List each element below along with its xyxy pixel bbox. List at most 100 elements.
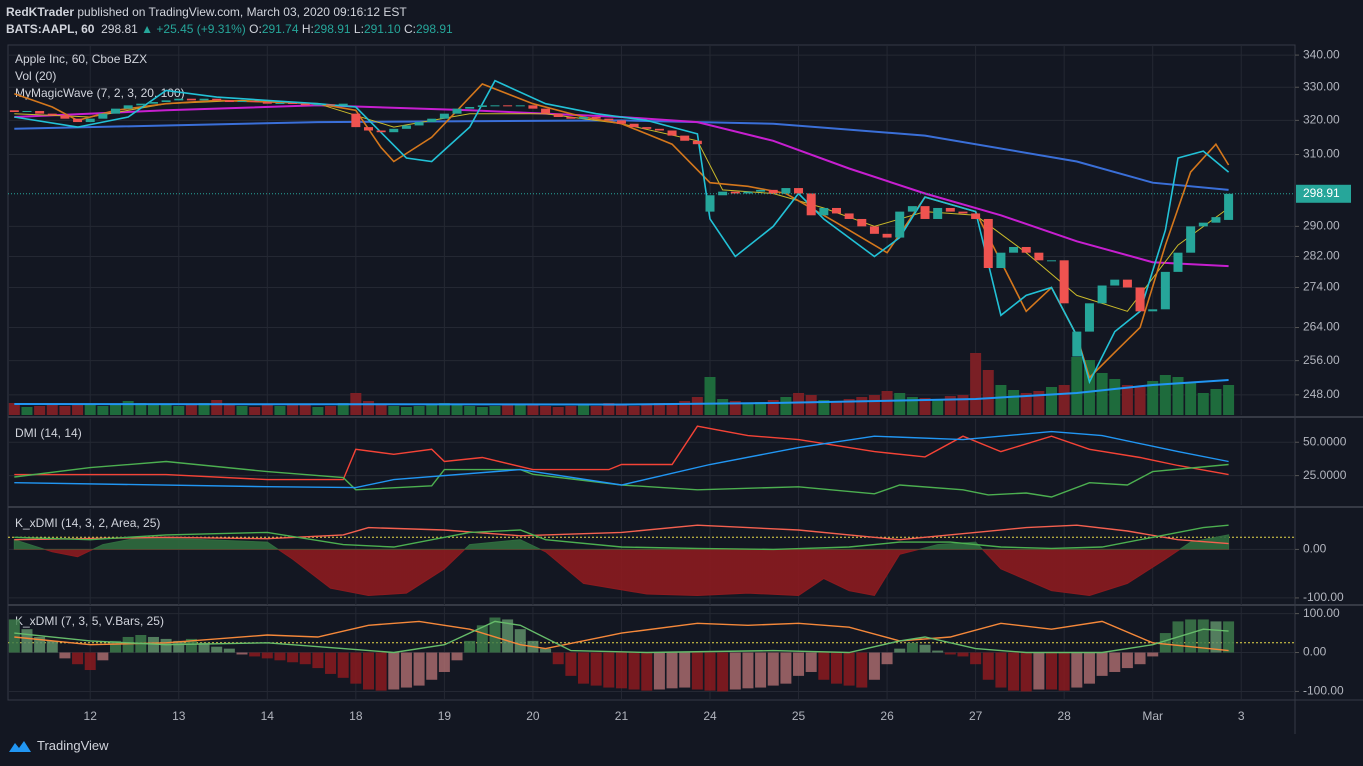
histogram-bar: [957, 652, 969, 657]
y-tick-label: 330.00: [1303, 79, 1340, 93]
candle-body: [515, 105, 525, 107]
symbol: BATS:AAPL, 60: [6, 22, 95, 36]
volume-bar: [287, 404, 299, 415]
histogram-bar: [514, 629, 526, 653]
volume-bar: [413, 406, 425, 415]
line-series: [14, 620, 1229, 654]
volume-bar: [185, 405, 197, 415]
volume-bar: [603, 403, 615, 415]
histogram-bar: [1008, 652, 1020, 691]
candle-body: [743, 191, 753, 194]
volume-bar: [426, 405, 438, 415]
histogram-bar: [603, 652, 615, 688]
volume-bar: [514, 404, 526, 415]
volume-bar: [590, 406, 602, 415]
volume-bar: [400, 407, 412, 415]
histogram-bar: [502, 619, 514, 653]
x-tick-label: 18: [349, 709, 363, 723]
histogram-bar: [413, 652, 425, 686]
arrow: ▲: [141, 22, 154, 36]
candle-body: [920, 206, 930, 219]
histogram-bar: [185, 638, 197, 653]
y-tick-label: 274.00: [1303, 280, 1340, 294]
histogram-bar: [856, 652, 868, 688]
histogram-bar: [805, 652, 817, 672]
volume-bar: [755, 402, 767, 415]
volume-bar: [793, 393, 805, 415]
volume-bar: [780, 397, 792, 415]
y-tick-label: 248.00: [1303, 387, 1340, 401]
volume-bar: [944, 396, 956, 415]
candle-body: [604, 118, 614, 121]
histogram-bar: [944, 652, 956, 655]
pane-title: DMI (14, 14): [15, 426, 82, 440]
candle-body: [275, 103, 285, 105]
histogram-bar: [312, 652, 324, 669]
candle-body: [1224, 193, 1234, 220]
candle-body: [857, 218, 867, 227]
candle-body: [300, 103, 310, 106]
candle-body: [465, 106, 475, 109]
histogram-bar: [1121, 652, 1133, 669]
histogram-bar: [299, 652, 311, 665]
header: RedKTrader published on TradingView.com,…: [6, 4, 453, 38]
histogram-bar: [540, 648, 552, 653]
candle-body: [831, 207, 841, 214]
volume-bar: [249, 407, 261, 415]
candle-body: [401, 125, 411, 129]
volume-bar: [72, 405, 84, 415]
volume-bar: [628, 406, 640, 415]
histogram-bar: [641, 652, 653, 691]
indicator-label: MyMagicWave (7, 2, 3, 20, 100): [15, 86, 185, 100]
pane-title: K_xDMI (7, 3, 5, V.Bars, 25): [15, 614, 164, 628]
candle-body: [844, 213, 854, 219]
last: 298.81: [101, 22, 138, 36]
candle-body: [452, 108, 462, 114]
candle-body: [1148, 309, 1158, 312]
candle-body: [907, 206, 917, 212]
volume-bar: [1058, 385, 1070, 415]
volume-bar: [1210, 389, 1222, 415]
candle-body: [1173, 252, 1183, 272]
histogram-bar: [122, 636, 134, 653]
volume-bar: [1121, 385, 1133, 415]
histogram-bar: [1159, 633, 1171, 653]
footer: TradingView: [8, 738, 109, 753]
volume-bar: [1109, 379, 1121, 415]
histogram-bar: [565, 652, 577, 676]
candle-body: [363, 127, 373, 131]
candle-body: [1021, 246, 1031, 253]
candle-body: [250, 101, 260, 103]
volume-bar: [906, 397, 918, 415]
x-tick-label: 24: [703, 709, 717, 723]
histogram-bar: [843, 652, 855, 686]
area: [13, 534, 1230, 597]
y-tick-label: 0.00: [1303, 645, 1327, 659]
volume-bar: [653, 403, 665, 415]
last-price-box: [1296, 184, 1351, 203]
volume-bar: [1223, 385, 1235, 415]
brand: TradingView: [37, 738, 109, 753]
volume-bar: [679, 401, 691, 415]
histogram-bar: [198, 642, 210, 653]
histogram-bar: [173, 640, 185, 653]
histogram-bar: [717, 652, 729, 692]
line-series: [14, 460, 1229, 498]
line-series: [14, 79, 1230, 385]
volume-bar: [476, 407, 488, 415]
histogram-bar: [1134, 652, 1146, 665]
candle-body: [351, 113, 361, 128]
volume-bar: [1147, 381, 1159, 415]
volume-bar: [666, 405, 678, 415]
candle-body: [111, 108, 121, 114]
candle-body: [35, 110, 45, 114]
volume-bar: [691, 397, 703, 415]
candle-body: [642, 127, 652, 129]
histogram-bar: [1046, 652, 1058, 690]
logo: [9, 740, 31, 752]
volume-bar: [312, 407, 324, 415]
histogram-bar: [767, 652, 779, 686]
candle-body: [477, 105, 487, 107]
histogram-bar: [894, 648, 906, 653]
